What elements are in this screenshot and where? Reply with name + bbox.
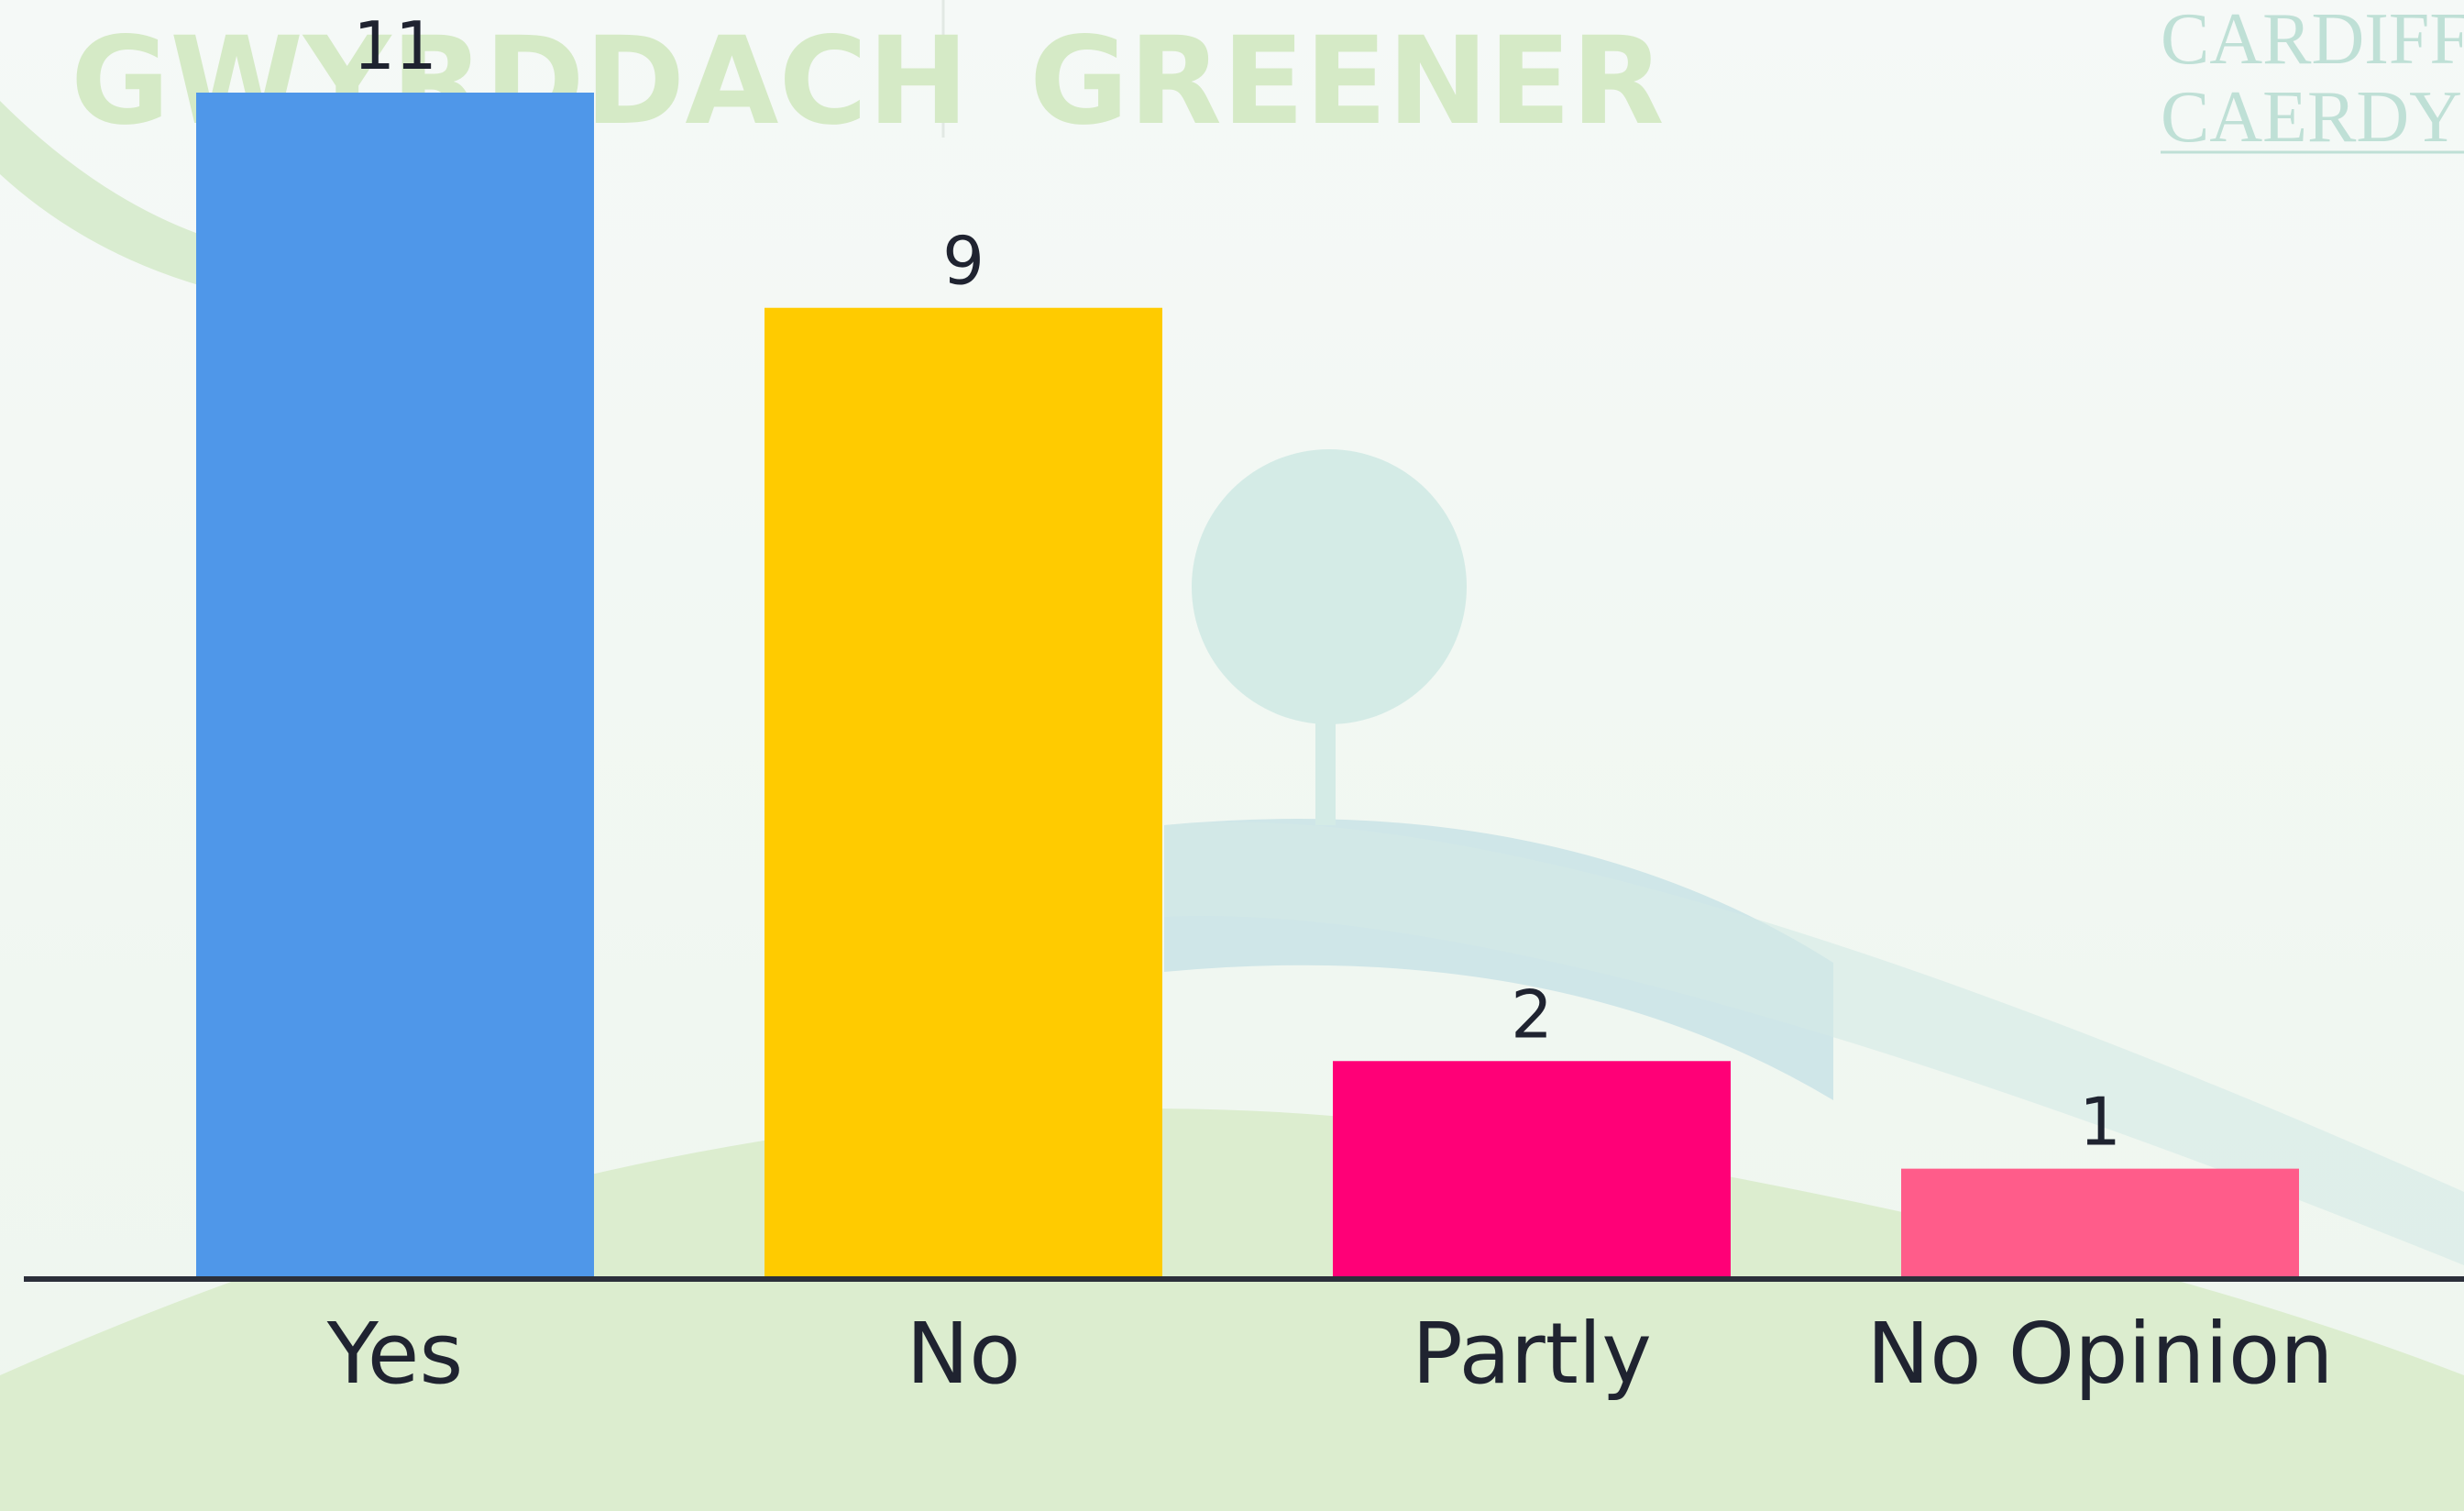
value-label: 2 [1511,976,1553,1053]
x-tick-label: Partly [1412,1305,1652,1403]
tree [1192,449,1467,724]
tree-trunk [1315,642,1336,825]
watermark: CARDIFF [2161,0,2464,80]
value-label: 1 [2079,1084,2121,1161]
bar [196,93,594,1276]
value-label: 11 [353,7,437,84]
bar [764,307,1162,1276]
value-label: 9 [942,223,984,300]
watermark: GREENER [1029,11,1665,152]
x-tick-label: Yes [326,1305,464,1403]
bar [1333,1061,1731,1276]
x-tick-label: No [906,1305,1021,1403]
bar [1901,1168,2299,1276]
hill [0,1108,2464,1511]
x-tick-label: No Opinion [1866,1305,2334,1403]
arch-band [1164,822,2464,1265]
watermark: CAERDYDD [2161,77,2464,158]
